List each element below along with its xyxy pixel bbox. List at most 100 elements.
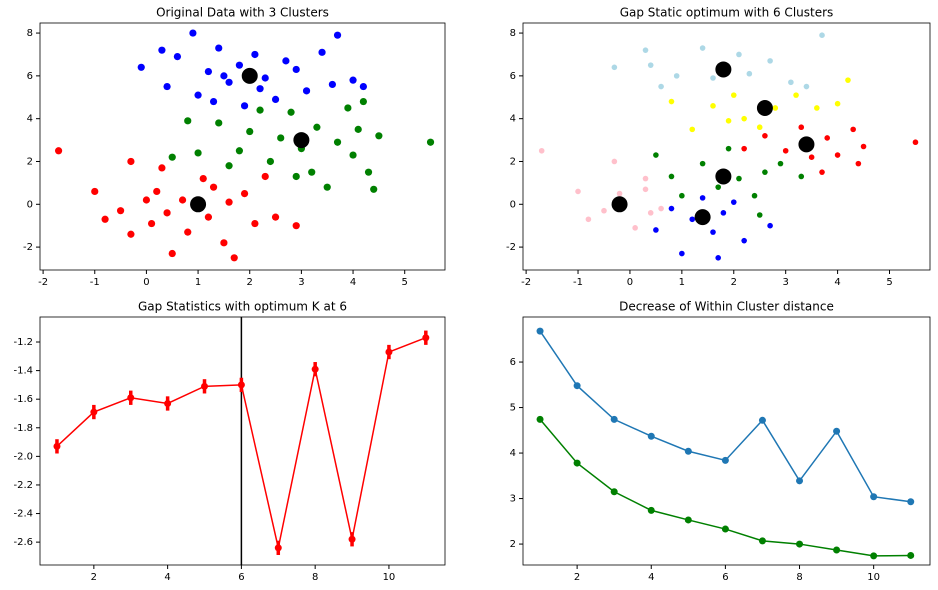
- x-tick-label: 8: [312, 572, 318, 583]
- x-tick-label: 3: [782, 277, 788, 288]
- point: [762, 132, 768, 139]
- point: [741, 115, 747, 122]
- y-tick-label: -1.6: [13, 394, 33, 405]
- point: [679, 250, 685, 257]
- point: [725, 145, 732, 152]
- point: [178, 196, 187, 204]
- point: [235, 61, 244, 69]
- point: [282, 57, 290, 65]
- marker: [422, 334, 430, 342]
- point: [855, 160, 862, 167]
- point: [824, 135, 831, 141]
- x-tick-label: 10: [383, 572, 396, 583]
- marker: [274, 544, 282, 552]
- point: [230, 254, 238, 262]
- point: [730, 92, 737, 98]
- point: [762, 169, 768, 175]
- point: [302, 87, 311, 95]
- y-tick-label: 8: [510, 28, 516, 39]
- point: [271, 213, 280, 221]
- y-tick-label: 8: [27, 28, 33, 39]
- plot-area: [522, 316, 931, 566]
- point: [199, 175, 207, 183]
- point: [116, 207, 125, 215]
- point: [642, 186, 649, 193]
- marker: [647, 432, 655, 440]
- point: [912, 139, 919, 146]
- point: [168, 153, 176, 161]
- y-tick-label: 5: [510, 403, 516, 414]
- x-tick-label: 5: [886, 277, 892, 288]
- y-tick-label: 2: [510, 539, 516, 550]
- marker: [870, 552, 878, 560]
- point: [668, 205, 675, 212]
- chart-title: Decrease of Within Cluster distance: [619, 300, 834, 314]
- point: [333, 31, 342, 39]
- marker: [573, 459, 581, 467]
- point: [756, 212, 763, 218]
- point: [328, 80, 336, 89]
- x-tick-label: -1: [90, 277, 100, 288]
- point: [163, 82, 171, 91]
- point: [271, 95, 280, 104]
- point: [642, 175, 649, 182]
- point: [153, 187, 161, 196]
- point: [860, 143, 867, 150]
- centroid: [798, 136, 815, 153]
- point: [137, 63, 145, 71]
- point: [679, 192, 685, 199]
- point: [819, 169, 825, 175]
- chart-title: Gap Statistics with optimum K at 6: [138, 300, 347, 314]
- point: [344, 104, 352, 112]
- point: [746, 70, 753, 77]
- marker: [573, 382, 581, 390]
- point: [292, 65, 300, 74]
- point: [277, 134, 285, 142]
- marker: [684, 447, 692, 455]
- marker: [758, 537, 766, 545]
- point: [189, 29, 197, 37]
- point: [647, 62, 654, 68]
- point: [834, 152, 841, 158]
- point: [658, 205, 664, 212]
- point: [359, 82, 367, 91]
- point: [204, 67, 213, 76]
- y-tick-label: 0: [27, 199, 33, 210]
- point: [101, 215, 109, 223]
- x-tick-label: 4: [648, 572, 654, 583]
- point: [756, 124, 763, 131]
- marker: [348, 535, 356, 543]
- point: [585, 216, 592, 223]
- x-tick-label: 6: [722, 572, 728, 583]
- marker: [536, 415, 544, 423]
- point: [689, 126, 696, 133]
- x-tick-label: -2: [38, 277, 48, 288]
- point: [349, 76, 357, 84]
- marker: [833, 427, 841, 435]
- point: [819, 32, 825, 39]
- point: [668, 173, 675, 180]
- marker: [201, 382, 209, 390]
- point: [235, 147, 244, 155]
- point: [798, 124, 805, 131]
- x-tick-label: 5: [402, 277, 408, 288]
- y-tick-label: 3: [510, 494, 516, 505]
- chart-title: Gap Static optimum with 6 Clusters: [620, 6, 834, 20]
- y-tick-label: -1.8: [13, 423, 33, 434]
- point: [323, 183, 331, 191]
- point: [220, 72, 228, 80]
- point: [251, 219, 259, 228]
- x-tick-label: 3: [298, 277, 304, 288]
- point: [720, 210, 727, 216]
- x-tick-label: 0: [627, 277, 633, 288]
- point: [668, 98, 675, 105]
- point: [767, 58, 773, 64]
- y-tick-label: 6: [27, 71, 33, 82]
- point: [653, 152, 659, 158]
- marker: [127, 394, 135, 402]
- y-tick-label: -2.6: [13, 537, 33, 548]
- point: [699, 45, 706, 51]
- point: [793, 92, 799, 98]
- point: [611, 64, 618, 71]
- point: [364, 168, 373, 176]
